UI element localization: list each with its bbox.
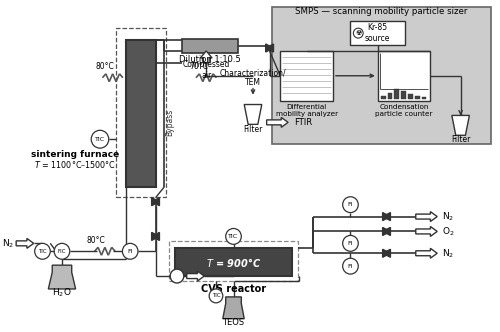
Text: N$_2$: N$_2$ [442,247,454,260]
Text: ☢: ☢ [355,30,362,36]
Text: O$_2$: O$_2$ [442,225,454,238]
Bar [415,96,420,99]
Polygon shape [152,232,160,240]
Bar [280,51,333,101]
Bar [408,94,413,99]
Text: FI: FI [348,241,353,246]
Text: Dilution 1:10.5: Dilution 1:10.5 [179,55,241,64]
Bar [380,96,386,99]
Polygon shape [152,198,160,206]
Circle shape [342,235,358,251]
Text: Differential
mobility analyzer: Differential mobility analyzer [276,104,338,117]
Text: Characterization/
TEM: Characterization/ TEM [220,68,286,87]
Text: CVS reactor: CVS reactor [201,284,266,294]
Text: Filter: Filter [244,125,262,134]
Polygon shape [152,232,160,240]
Text: H$_2$O: H$_2$O [52,287,72,299]
Polygon shape [382,249,390,257]
Polygon shape [382,212,390,220]
Circle shape [226,228,242,244]
Polygon shape [382,212,390,220]
Polygon shape [382,227,390,235]
Bar [401,91,406,99]
Circle shape [91,130,109,148]
Polygon shape [416,226,437,236]
Polygon shape [416,248,437,258]
Polygon shape [48,265,76,289]
Circle shape [34,243,50,259]
Text: Compressed
air: Compressed air [182,60,230,79]
Polygon shape [186,271,204,281]
Text: TIC: TIC [228,234,238,239]
Text: TIC: TIC [95,137,105,142]
Text: N$_2$: N$_2$ [442,210,454,223]
Circle shape [122,243,138,259]
Polygon shape [452,116,469,135]
Text: FIC: FIC [58,249,66,254]
Bar [422,97,426,99]
Polygon shape [152,198,160,206]
Circle shape [342,258,358,274]
Polygon shape [382,227,390,235]
Text: $T$ = 1100°C–1500°C: $T$ = 1100°C–1500°C [34,158,116,170]
Text: Filter: Filter [451,135,470,144]
Circle shape [54,243,70,259]
Text: Kr-85
source: Kr-85 source [365,24,390,43]
Text: FI: FI [348,264,353,269]
Polygon shape [266,118,288,127]
Text: FI: FI [128,249,133,254]
Text: TIC: TIC [38,249,47,254]
Bar [378,51,430,101]
Text: $T$ = 900°C: $T$ = 900°C [206,256,261,269]
Text: FI: FI [348,202,353,207]
Polygon shape [266,44,274,52]
Bar [272,7,491,144]
Polygon shape [200,51,212,63]
Text: FTIR: FTIR [294,118,312,127]
Text: SMPS — scanning mobility particle sizer: SMPS — scanning mobility particle sizer [296,7,468,16]
Bar [169,241,298,281]
Bar [394,89,399,99]
Text: TEOS: TEOS [222,318,244,327]
Circle shape [170,269,184,283]
Bar [350,21,405,45]
Text: sintering furnace: sintering furnace [30,150,119,159]
Polygon shape [16,238,34,248]
Bar [116,28,166,197]
Bar [126,40,156,187]
Polygon shape [416,211,437,221]
Text: Condensation
particle counter: Condensation particle counter [376,104,433,117]
Polygon shape [223,297,244,319]
Polygon shape [382,249,390,257]
Polygon shape [266,44,274,52]
Text: 80°C: 80°C [86,236,106,245]
Circle shape [342,197,358,212]
Bar [388,93,392,99]
Circle shape [354,28,363,38]
Text: N$_2$: N$_2$ [2,237,14,250]
Circle shape [209,289,223,303]
Text: 80°C: 80°C [96,62,114,71]
Bar [182,39,238,53]
Text: TIC: TIC [212,293,220,298]
Text: Bypass: Bypass [166,109,174,136]
Text: 70°C: 70°C [189,62,208,71]
Polygon shape [244,105,262,124]
Bar [175,248,292,276]
